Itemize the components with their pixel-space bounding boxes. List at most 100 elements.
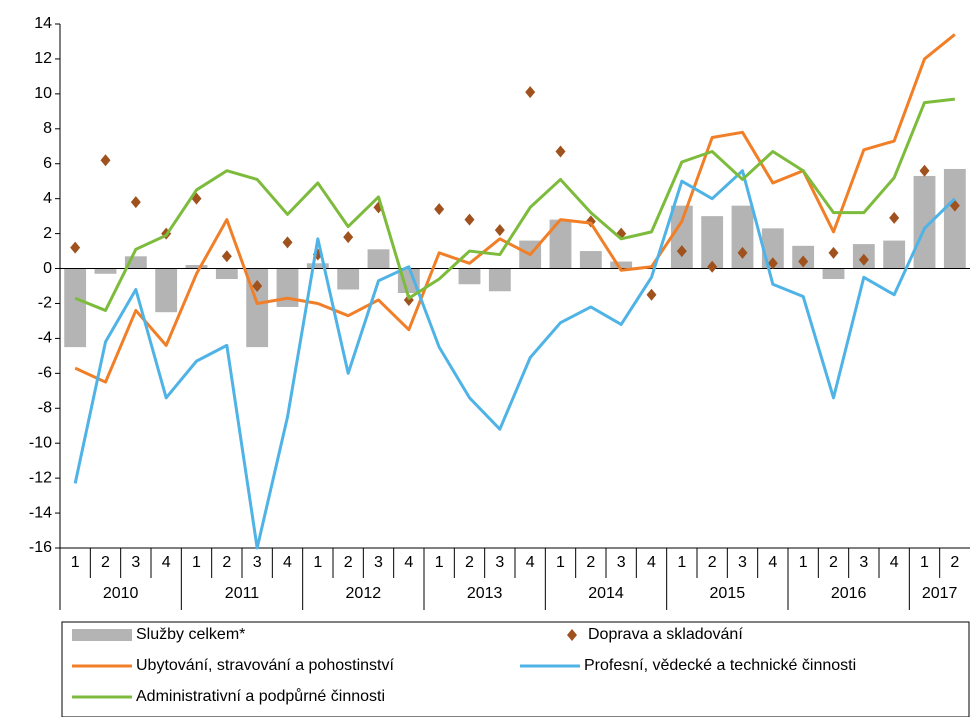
y-tick-label: 10: [34, 85, 52, 102]
y-tick-label: 14: [34, 15, 52, 32]
x-tick-label: 2: [222, 554, 231, 571]
x-tick-label: 1: [71, 554, 80, 571]
bar: [883, 240, 906, 269]
bar: [822, 268, 845, 280]
x-tick-label: 4: [283, 554, 292, 571]
y-tick-label: 2: [43, 225, 52, 242]
point: [707, 260, 718, 273]
x-tick-label: 1: [799, 554, 808, 571]
x-tick-label: 3: [253, 554, 262, 571]
legend-swatch: [72, 629, 132, 641]
line: [74, 97, 956, 312]
bar: [94, 268, 117, 274]
x-tick-label: 4: [404, 554, 413, 571]
legend-label: Profesní, vědecké a technické činnosti: [584, 657, 856, 674]
x-tick-label: 3: [131, 554, 140, 571]
line: [74, 33, 956, 384]
x-tick-label: 1: [435, 554, 444, 571]
x-tick-label: 4: [162, 554, 171, 571]
bar: [549, 219, 572, 269]
y-tick-label: 8: [43, 120, 52, 137]
x-tick-label: 4: [890, 554, 899, 571]
point: [555, 145, 566, 158]
point: [798, 255, 809, 268]
x-tick-label: 3: [495, 554, 504, 571]
legend-label: Ubytování, stravování a pohostinství: [136, 657, 394, 674]
bar: [943, 168, 966, 269]
bar: [610, 261, 633, 269]
x-tick-label: 3: [738, 554, 747, 571]
bar: [579, 251, 602, 269]
legend-label: Doprava a skladování: [588, 626, 743, 643]
bar: [337, 268, 360, 290]
bar: [670, 205, 693, 269]
point: [828, 246, 839, 259]
y-tick-label: -2: [38, 295, 52, 312]
y-tick-label: -14: [29, 504, 52, 521]
point: [252, 280, 263, 292]
bar: [185, 265, 208, 269]
x-tick-label: 1: [920, 554, 929, 571]
point: [889, 211, 900, 224]
y-tick-label: -10: [29, 434, 52, 451]
year-label: 2016: [831, 585, 867, 602]
bar: [367, 249, 390, 269]
bar: [397, 268, 420, 293]
year-label: 2012: [346, 585, 382, 602]
x-tick-label: 2: [465, 554, 474, 571]
legend-label: Služby celkem*: [136, 626, 245, 643]
x-tick-label: 4: [526, 554, 535, 571]
bar: [701, 216, 724, 269]
x-tick-label: 4: [768, 554, 777, 571]
point: [100, 154, 111, 167]
bar: [155, 268, 178, 313]
point: [130, 196, 141, 209]
year-label: 2011: [225, 585, 260, 602]
bar: [458, 268, 481, 285]
y-tick-label: -6: [38, 365, 52, 382]
year-label: 2013: [467, 585, 503, 602]
x-tick-label: 2: [586, 554, 595, 571]
y-tick-label: -8: [38, 399, 52, 416]
point: [646, 288, 657, 301]
year-label: 2017: [922, 585, 958, 602]
bar: [215, 268, 238, 280]
x-tick-label: 2: [829, 554, 838, 571]
x-tick-label: 2: [101, 554, 110, 571]
point: [525, 86, 536, 99]
legend-swatch: [567, 629, 577, 641]
legend-label: Administrativní a podpůrné činnosti: [136, 687, 385, 705]
y-tick-label: -16: [29, 539, 52, 556]
x-tick-label: 1: [556, 554, 565, 571]
y-tick-label: 6: [43, 155, 52, 172]
year-label: 2014: [588, 585, 624, 602]
point: [858, 253, 869, 266]
x-tick-label: 2: [344, 554, 353, 571]
bar: [276, 268, 299, 307]
point: [434, 203, 445, 216]
x-tick-label: 1: [313, 554, 322, 571]
bar: [64, 268, 87, 348]
point: [767, 257, 778, 270]
x-tick-label: 1: [677, 554, 686, 571]
x-tick-label: 3: [374, 554, 383, 571]
x-tick-label: 2: [950, 554, 959, 571]
point: [919, 164, 930, 177]
year-label: 2010: [103, 585, 139, 602]
point: [676, 245, 687, 258]
point: [737, 246, 748, 259]
point: [70, 241, 81, 254]
legend-box: [61, 621, 970, 717]
x-tick-label: 4: [647, 554, 656, 571]
point: [464, 213, 475, 226]
y-tick-label: 12: [34, 50, 52, 67]
bar: [306, 263, 329, 269]
year-label: 2015: [710, 585, 746, 602]
bar: [913, 175, 936, 269]
line: [73, 169, 956, 550]
point: [221, 250, 232, 263]
point: [494, 224, 505, 237]
bar: [488, 268, 511, 292]
point: [282, 236, 293, 249]
